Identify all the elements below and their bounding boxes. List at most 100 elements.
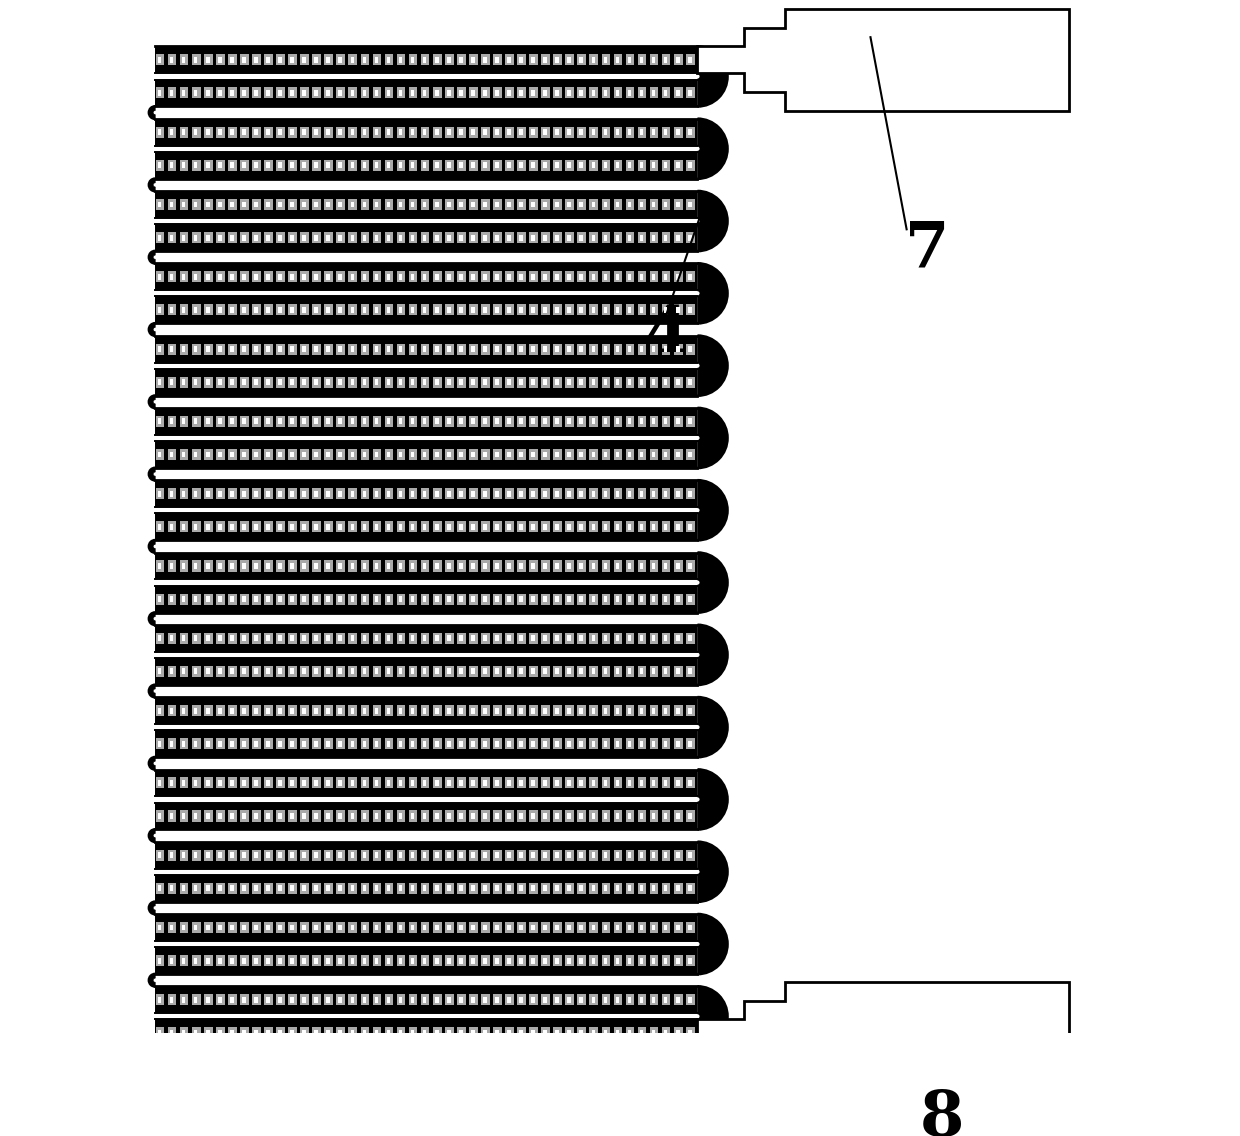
Bar xyxy=(312,955,321,966)
Bar xyxy=(469,304,477,316)
Bar xyxy=(471,635,475,642)
Bar xyxy=(315,90,317,95)
Bar xyxy=(626,521,635,533)
Bar xyxy=(640,1030,644,1036)
Bar xyxy=(216,87,224,99)
Bar xyxy=(650,199,658,210)
Bar xyxy=(433,416,441,427)
Bar xyxy=(435,451,439,458)
Bar xyxy=(399,668,402,675)
Bar xyxy=(481,416,490,427)
Bar xyxy=(192,199,201,210)
Bar xyxy=(531,346,534,352)
Bar xyxy=(507,235,511,241)
Bar xyxy=(182,491,186,496)
Bar xyxy=(578,560,587,571)
Bar xyxy=(203,304,212,316)
Bar xyxy=(459,997,463,1003)
Bar xyxy=(228,55,237,66)
Bar xyxy=(520,635,523,642)
Polygon shape xyxy=(697,264,728,324)
Bar xyxy=(157,563,161,569)
Bar xyxy=(206,491,210,496)
Bar xyxy=(565,777,574,788)
Bar xyxy=(626,199,635,210)
Bar xyxy=(568,1030,572,1036)
Bar xyxy=(218,708,222,713)
Bar xyxy=(662,883,671,894)
Bar xyxy=(193,418,197,425)
Bar xyxy=(568,925,572,930)
Bar xyxy=(351,958,355,963)
Bar xyxy=(589,738,598,750)
Bar xyxy=(384,377,393,387)
Bar xyxy=(361,738,370,750)
Bar xyxy=(216,488,224,499)
Bar xyxy=(303,162,306,168)
Bar xyxy=(290,130,294,135)
Bar xyxy=(673,272,682,283)
Bar xyxy=(193,708,197,713)
Bar xyxy=(348,633,357,644)
Bar xyxy=(156,87,165,99)
Bar xyxy=(167,994,176,1005)
Bar xyxy=(312,738,321,750)
Bar xyxy=(495,1030,498,1036)
Bar xyxy=(203,955,212,966)
Bar xyxy=(435,885,439,892)
Bar xyxy=(529,810,538,821)
Bar xyxy=(157,741,161,746)
Bar xyxy=(459,596,463,602)
Bar xyxy=(339,563,342,569)
Bar xyxy=(397,127,405,137)
Bar xyxy=(614,343,622,354)
Bar xyxy=(556,379,559,385)
Bar xyxy=(252,1027,260,1038)
Bar xyxy=(180,850,188,861)
Bar xyxy=(339,780,342,786)
Bar xyxy=(254,524,258,529)
Bar xyxy=(206,997,210,1003)
Bar xyxy=(339,596,342,602)
Bar xyxy=(290,201,294,208)
Bar xyxy=(484,668,487,675)
Bar xyxy=(531,958,534,963)
Bar xyxy=(673,777,682,788)
Bar xyxy=(216,777,224,788)
Bar xyxy=(182,235,186,241)
Bar xyxy=(397,777,405,788)
Bar xyxy=(469,160,477,170)
Bar xyxy=(471,451,475,458)
Bar xyxy=(627,780,631,786)
Bar xyxy=(652,307,656,312)
Bar xyxy=(484,1030,487,1036)
Bar xyxy=(170,635,174,642)
Bar xyxy=(336,55,345,66)
Bar xyxy=(626,160,635,170)
Bar xyxy=(456,521,465,533)
Bar xyxy=(568,563,572,569)
Bar xyxy=(637,666,646,677)
Bar xyxy=(556,418,559,425)
Polygon shape xyxy=(149,395,155,408)
Bar xyxy=(543,235,547,241)
Bar xyxy=(420,521,429,533)
Bar xyxy=(410,741,414,746)
Bar xyxy=(507,1030,511,1036)
Bar xyxy=(315,780,317,786)
Bar xyxy=(601,994,610,1005)
Bar xyxy=(531,57,534,62)
Bar xyxy=(688,451,692,458)
Bar xyxy=(397,633,405,644)
Bar xyxy=(579,958,583,963)
Bar xyxy=(650,449,658,460)
Bar xyxy=(410,668,414,675)
Bar xyxy=(218,780,222,786)
Bar xyxy=(361,199,370,210)
Bar xyxy=(216,1027,224,1038)
Bar xyxy=(676,491,680,496)
Bar xyxy=(312,199,321,210)
Bar xyxy=(312,304,321,316)
Bar xyxy=(469,55,477,66)
Bar xyxy=(155,986,697,1013)
